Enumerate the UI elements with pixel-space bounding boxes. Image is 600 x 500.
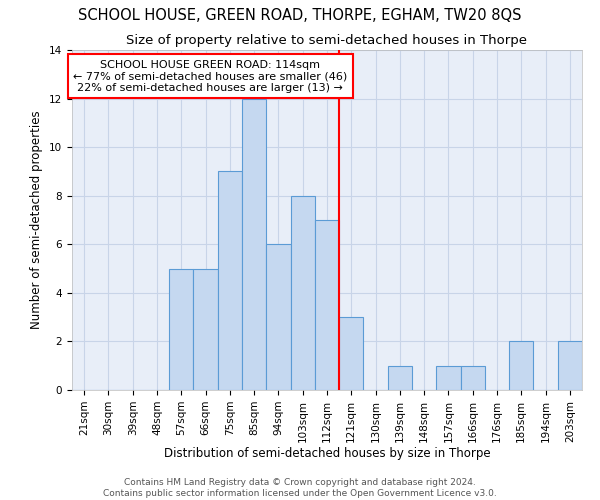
Bar [242, 98, 266, 390]
Bar [218, 172, 242, 390]
Title: Size of property relative to semi-detached houses in Thorpe: Size of property relative to semi-detach… [127, 34, 527, 48]
Y-axis label: Number of semi-detached properties: Number of semi-detached properties [31, 110, 43, 330]
Bar [388, 366, 412, 390]
Bar [509, 342, 533, 390]
Bar [193, 268, 218, 390]
Bar [290, 196, 315, 390]
Bar [169, 268, 193, 390]
Bar [266, 244, 290, 390]
Bar [436, 366, 461, 390]
Bar [339, 317, 364, 390]
Text: SCHOOL HOUSE, GREEN ROAD, THORPE, EGHAM, TW20 8QS: SCHOOL HOUSE, GREEN ROAD, THORPE, EGHAM,… [78, 8, 522, 22]
Text: SCHOOL HOUSE GREEN ROAD: 114sqm
← 77% of semi-detached houses are smaller (46)
2: SCHOOL HOUSE GREEN ROAD: 114sqm ← 77% of… [73, 60, 347, 93]
X-axis label: Distribution of semi-detached houses by size in Thorpe: Distribution of semi-detached houses by … [164, 448, 490, 460]
Bar [558, 342, 582, 390]
Bar [461, 366, 485, 390]
Text: Contains HM Land Registry data © Crown copyright and database right 2024.
Contai: Contains HM Land Registry data © Crown c… [103, 478, 497, 498]
Bar [315, 220, 339, 390]
